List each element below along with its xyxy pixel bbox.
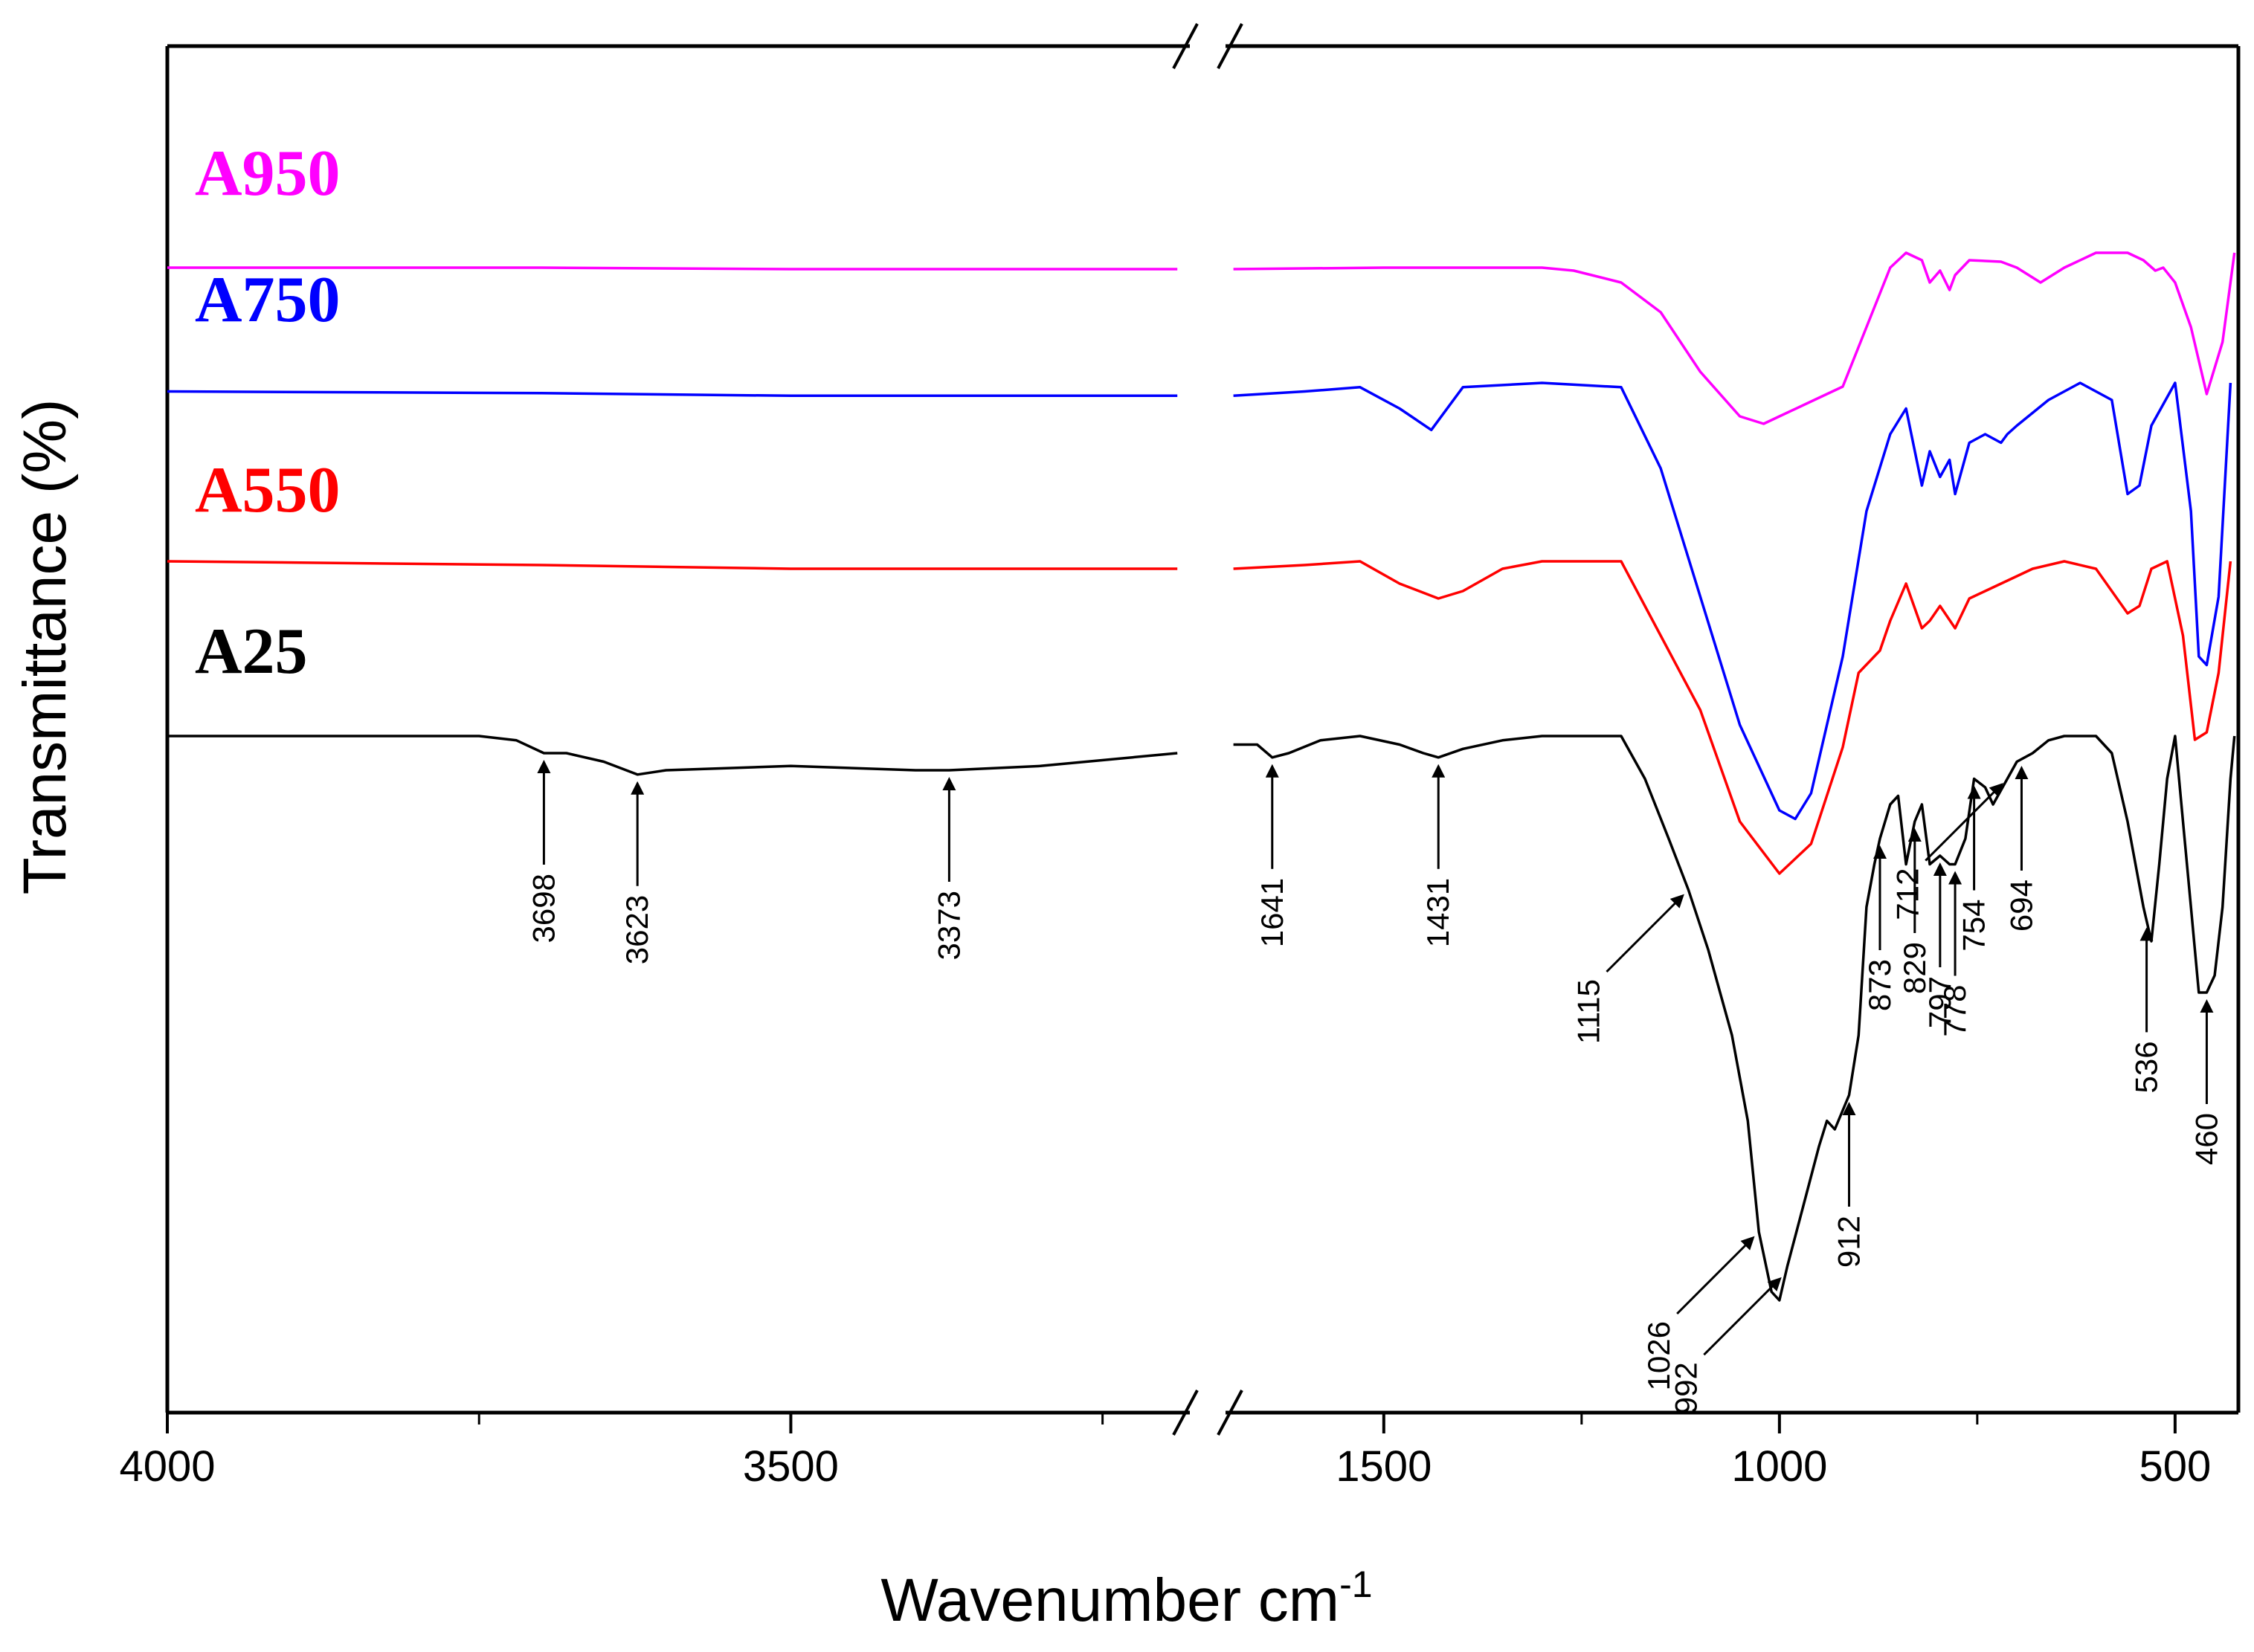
annotation-arrow [1703,1277,1782,1356]
series-line-a950-left [167,266,1178,271]
x-tick-label: 4000 [119,1442,215,1491]
annotation-label: 1115 [1571,979,1606,1044]
series-label-a750: A750 [195,264,341,336]
annotation-arrow [1676,1236,1755,1315]
x-tick-label: 3500 [743,1442,839,1491]
series-line-a950-right [1233,251,2236,425]
x-axis: 4000 3500 1500 1000 500 [119,1413,2211,1491]
axis-break-mark [1172,23,1199,69]
y-axis-title: Transmittance (%) [11,399,79,895]
annotation-label: 1431 [1420,878,1455,947]
annotation-label: 778 [1937,985,1972,1037]
series-group: A950 A750 A550 A25 [167,138,2236,1302]
annotation-label: 3373 [931,891,966,960]
series-label-a25: A25 [195,616,308,688]
annotation-label: 3698 [526,874,561,943]
annotation-label: 1026 [1641,1321,1676,1390]
series-line-a550-left [167,560,1178,570]
series-label-a950: A950 [195,138,341,210]
series-label-a550: A550 [195,454,341,526]
series-line-a750-right [1233,381,2232,821]
x-tick-label: 1000 [1731,1442,1827,1491]
series-line-a750-left [167,390,1178,398]
annotation-label: 3623 [619,895,654,964]
x-tick-label: 500 [2139,1442,2211,1491]
annotation-label: 873 [1862,959,1897,1011]
series-line-a25-right [1233,735,2236,1302]
annotation-label: 797 [1922,976,1957,1028]
annotation-arrow [1606,894,1684,973]
annotation-label: 536 [2129,1041,2164,1093]
x-axis-title: Wavenumber cm-1 [880,1564,1372,1634]
axis-break-mark [1217,1390,1243,1436]
axis-break-mark [1172,1390,1199,1436]
axis-break-mark [1217,23,1243,69]
annotation-label: 694 [2003,880,2038,932]
x-tick-label: 1500 [1336,1442,1432,1491]
annotation-label: 912 [1831,1216,1866,1268]
plot-frame [165,23,2241,1436]
annotation-label: 829 [1897,942,1932,994]
annotation-label: 992 [1668,1362,1703,1414]
annotation-label: 1641 [1255,878,1289,947]
annotation-label: 712 [1890,868,1925,920]
annotation-label: 754 [1957,900,1991,952]
annotation-label: 460 [2189,1113,2224,1165]
series-line-a25-left [167,735,1178,776]
annotation-arrow [1925,783,2003,862]
series-line-a550-right [1233,560,2232,875]
